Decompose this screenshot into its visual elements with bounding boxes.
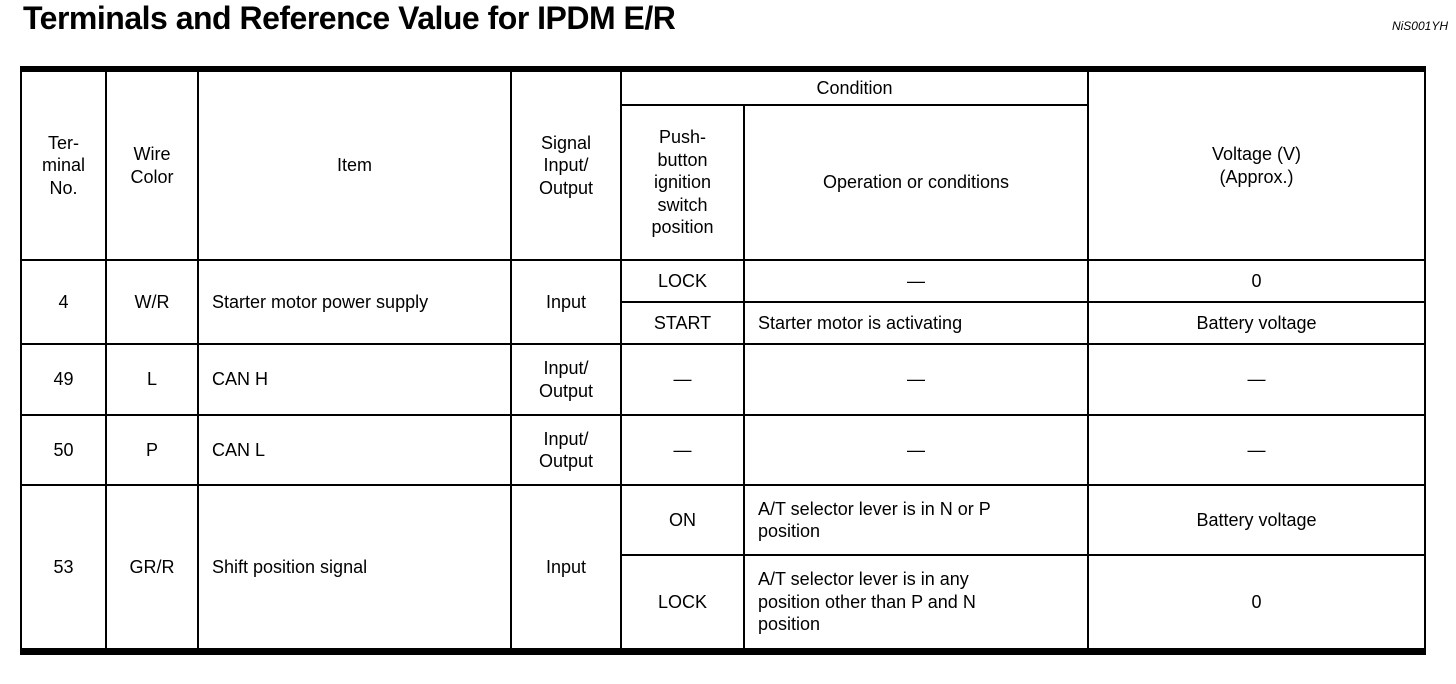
cell-voltage: 0 [1087,259,1426,303]
table-row: 53 GR/R Shift position signal Input ON A… [20,484,1426,652]
header-operation-or-conditions: Operation or conditions [743,104,1089,261]
terminals-reference-table: Ter- minal No. Wire Color Item Signal In… [20,66,1426,655]
table-subrow: START Starter motor is activating Batter… [21,301,1426,345]
cell-switch-position: — [620,414,745,486]
cell-terminal-no: 53 [20,484,107,652]
cell-terminal-no: 50 [20,414,107,486]
cell-switch-position: — [620,343,745,416]
cell-signal-io: Input [510,484,622,652]
cell-item: CAN H [197,343,512,416]
header-row-sub: Push- button ignition switch position Op… [21,104,1425,261]
cell-operation: — [743,414,1089,486]
table-row: 49 L CAN H Input/ Output — — — [20,343,1426,416]
cell-voltage: Battery voltage [1087,484,1426,556]
cell-item: Shift position signal [197,484,512,652]
table-subrow: LOCK A/T selector lever is in any positi… [21,554,1426,652]
cell-voltage: Battery voltage [1087,301,1426,345]
cell-switch-position: START [620,301,745,345]
table-row: 4 W/R Starter motor power supply Input L… [20,259,1426,345]
cell-item: Starter motor power supply [197,259,512,345]
cell-wire-color: W/R [105,259,199,345]
header-voltage: Voltage (V) (Approx.) [1087,68,1426,261]
cell-operation: A/T selector lever is in any position ot… [743,554,1089,652]
cell-operation: — [743,259,1089,303]
page-title: Terminals and Reference Value for IPDM E… [23,0,676,36]
header-terminal-no: Ter- minal No. [20,68,107,261]
cell-voltage: — [1087,343,1426,416]
cell-wire-color: P [105,414,199,486]
cell-switch-position: LOCK [620,259,745,303]
header-item: Item [197,68,512,261]
cell-signal-io: Input/ Output [510,414,622,486]
cell-wire-color: GR/R [105,484,199,652]
header-row-top: Ter- minal No. Wire Color Item Signal In… [20,68,1426,261]
cell-operation: Starter motor is activating [743,301,1089,345]
header-signal-io: Signal Input/ Output [510,68,622,261]
header-ignition-switch-position: Push- button ignition switch position [620,104,745,261]
cell-switch-position: LOCK [620,554,745,652]
cell-operation: A/T selector lever is in N or P position [743,484,1089,556]
header-wire-color: Wire Color [105,68,199,261]
figure-code: NiS001YH [1391,19,1448,33]
cell-switch-position: ON [620,484,745,556]
cell-signal-io: Input/ Output [510,343,622,416]
cell-terminal-no: 49 [20,343,107,416]
cell-voltage: — [1087,414,1426,486]
cell-terminal-no: 4 [20,259,107,345]
cell-operation: — [743,343,1089,416]
cell-voltage: 0 [1087,554,1426,652]
cell-wire-color: L [105,343,199,416]
header-condition: Condition [620,68,1089,106]
cell-item: CAN L [197,414,512,486]
cell-signal-io: Input [510,259,622,345]
table-row: 50 P CAN L Input/ Output — — — [20,414,1426,486]
